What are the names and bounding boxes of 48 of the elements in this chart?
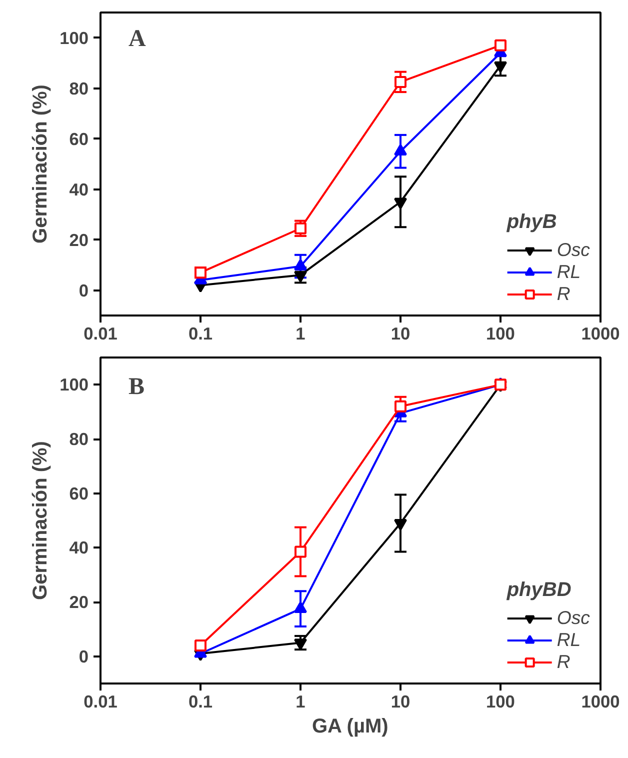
x-tick-label: 100 — [486, 324, 515, 344]
annotation: B — [128, 374, 145, 400]
y-tick-label: 60 — [69, 483, 89, 504]
y-tick-label: 100 — [60, 374, 89, 395]
x-tick-label: 0.1 — [188, 324, 213, 344]
legend-title: phyB — [506, 211, 558, 234]
legend-title: phyBD — [506, 579, 572, 602]
x-tick-label: 1 — [296, 692, 306, 712]
y-tick-label: 60 — [69, 128, 89, 149]
x-tick-label: 100 — [486, 692, 515, 712]
y-axis-title: Germinación (%) — [30, 441, 52, 600]
x-tick-label: 0.1 — [188, 692, 213, 712]
legend-label: RL — [556, 629, 581, 651]
y-tick-label: 0 — [78, 646, 89, 666]
annotation: A — [128, 26, 146, 52]
x-tick-label: 0.01 — [84, 324, 118, 344]
point — [294, 222, 306, 234]
point — [394, 400, 406, 412]
y-tick-label: 0 — [78, 280, 89, 300]
y-tick-label: 80 — [69, 429, 89, 449]
point — [394, 519, 407, 531]
point — [294, 270, 307, 282]
x-tick-label: 10 — [390, 324, 410, 344]
point — [394, 144, 407, 156]
x-axis-title: GA (µM) — [312, 716, 388, 738]
y-tick-label: 80 — [69, 78, 89, 98]
y-tick-label: 20 — [69, 592, 89, 612]
y-tick-label: 20 — [69, 230, 89, 250]
y-tick-label: 40 — [69, 538, 89, 558]
legend-label: R — [556, 283, 572, 305]
x-tick-label: 1 — [296, 324, 306, 344]
y-tick-label: 100 — [60, 28, 89, 48]
x-tick-label: 10 — [390, 692, 410, 712]
point — [394, 198, 407, 210]
x-tick-label: 1000 — [581, 324, 620, 344]
y-axis-title: Germinación (%) — [30, 84, 52, 244]
x-tick-label: 1000 — [581, 692, 620, 712]
x-tick-label: 0.01 — [84, 692, 118, 712]
point — [194, 639, 206, 652]
legend-label: Osc — [556, 239, 590, 261]
legend-label: RL — [556, 261, 581, 283]
point — [494, 39, 506, 52]
point — [394, 76, 406, 88]
point — [294, 546, 306, 558]
legend-label: R — [556, 651, 572, 673]
point — [294, 638, 307, 650]
legend-label: Osc — [556, 607, 590, 629]
y-tick-label: 40 — [69, 179, 89, 200]
